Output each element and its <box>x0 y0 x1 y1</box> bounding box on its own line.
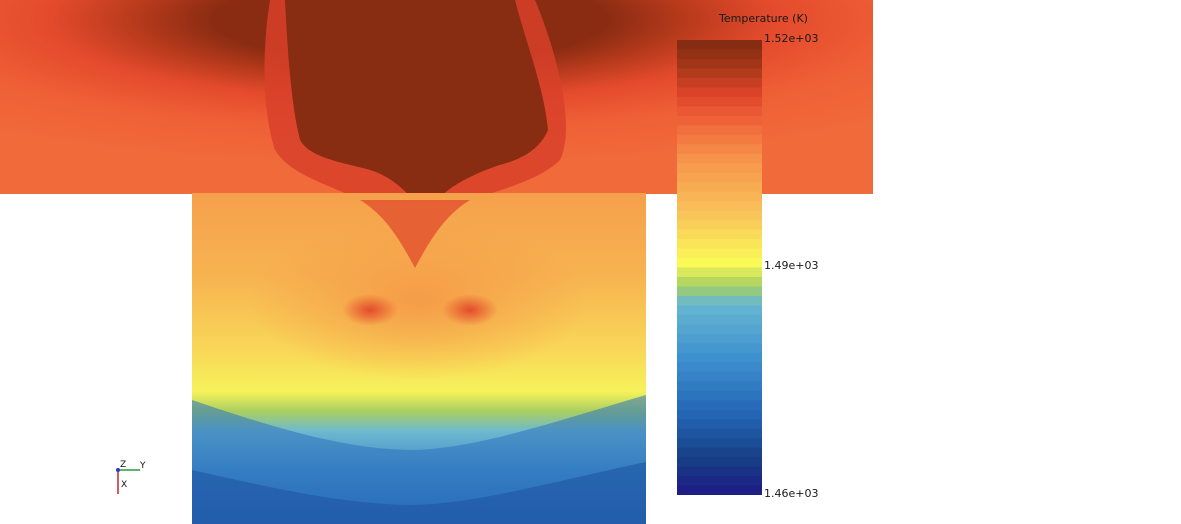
colorbar-band <box>677 239 762 250</box>
colorbar-band <box>677 182 762 193</box>
colorbar-band <box>677 314 762 325</box>
colorbar-band <box>677 476 762 487</box>
y-axis-label: Y <box>139 461 146 471</box>
hot-core-plume <box>285 0 548 215</box>
colorbar-band <box>677 352 762 363</box>
colorbar-band <box>677 447 762 458</box>
plume-tip <box>360 200 470 268</box>
colorbar-band <box>677 333 762 344</box>
colorbar-band <box>677 438 762 449</box>
colorbar-band <box>677 49 762 60</box>
colorbar-band <box>677 134 762 145</box>
colorbar-band <box>677 58 762 70</box>
colorbar-band <box>677 40 762 51</box>
deep-blue-basin <box>192 462 646 524</box>
colorbar-band <box>677 324 762 335</box>
colorbar-band <box>677 409 762 420</box>
colorbar-band <box>677 106 762 117</box>
colorbar-band <box>677 77 762 88</box>
colorbar-band <box>677 210 762 221</box>
temperature-colorbar <box>677 40 762 495</box>
colorbar-band <box>677 400 762 411</box>
legend-mid-label: 1.49e+03 <box>764 259 819 272</box>
colorbar-band <box>677 286 762 297</box>
legend-min-label: 1.46e+03 <box>764 487 819 500</box>
colorbar-band <box>677 485 762 495</box>
colorbar-band <box>677 457 762 468</box>
legend-max-label: 1.52e+03 <box>764 32 819 45</box>
z-axis-label: Z <box>120 460 126 470</box>
colorbar-band <box>677 390 762 401</box>
colorbar-band <box>677 258 762 269</box>
colorbar-band <box>677 68 762 79</box>
warm-dome <box>248 220 588 380</box>
colorbar-band <box>677 153 762 164</box>
colorbar-band <box>677 115 762 126</box>
axes-triad-icon: Z Y X <box>116 460 146 494</box>
colorbar-band <box>677 267 762 278</box>
colorbar-band <box>677 172 762 183</box>
colorbar-band <box>677 191 762 202</box>
colorbar-band <box>677 276 762 288</box>
x-axis-label: X <box>121 480 127 490</box>
colorbar-band <box>677 201 762 212</box>
colorbar-band <box>677 371 762 382</box>
z-axis-dot <box>116 468 120 472</box>
colorbar-band <box>677 381 762 392</box>
hot-spot-left <box>342 294 398 326</box>
colorbar-band <box>677 163 762 174</box>
colorbar-band <box>677 419 762 430</box>
colorbar-band <box>677 343 762 354</box>
colorbar-band <box>677 125 762 136</box>
hot-spot-right <box>442 294 498 326</box>
colorbar-band <box>677 305 762 316</box>
colorbar-band <box>677 466 762 477</box>
colorbar-band <box>677 144 762 155</box>
colorbar-band <box>677 428 762 439</box>
colorbar-band <box>677 96 762 107</box>
legend-title: Temperature (K) <box>719 12 808 25</box>
colorbar-band <box>677 87 762 98</box>
colorbar-band <box>677 220 762 231</box>
colorbar-band <box>677 362 762 373</box>
colorbar-band <box>677 248 762 259</box>
colorbar-band <box>677 295 762 307</box>
colorbar-band <box>677 229 762 240</box>
